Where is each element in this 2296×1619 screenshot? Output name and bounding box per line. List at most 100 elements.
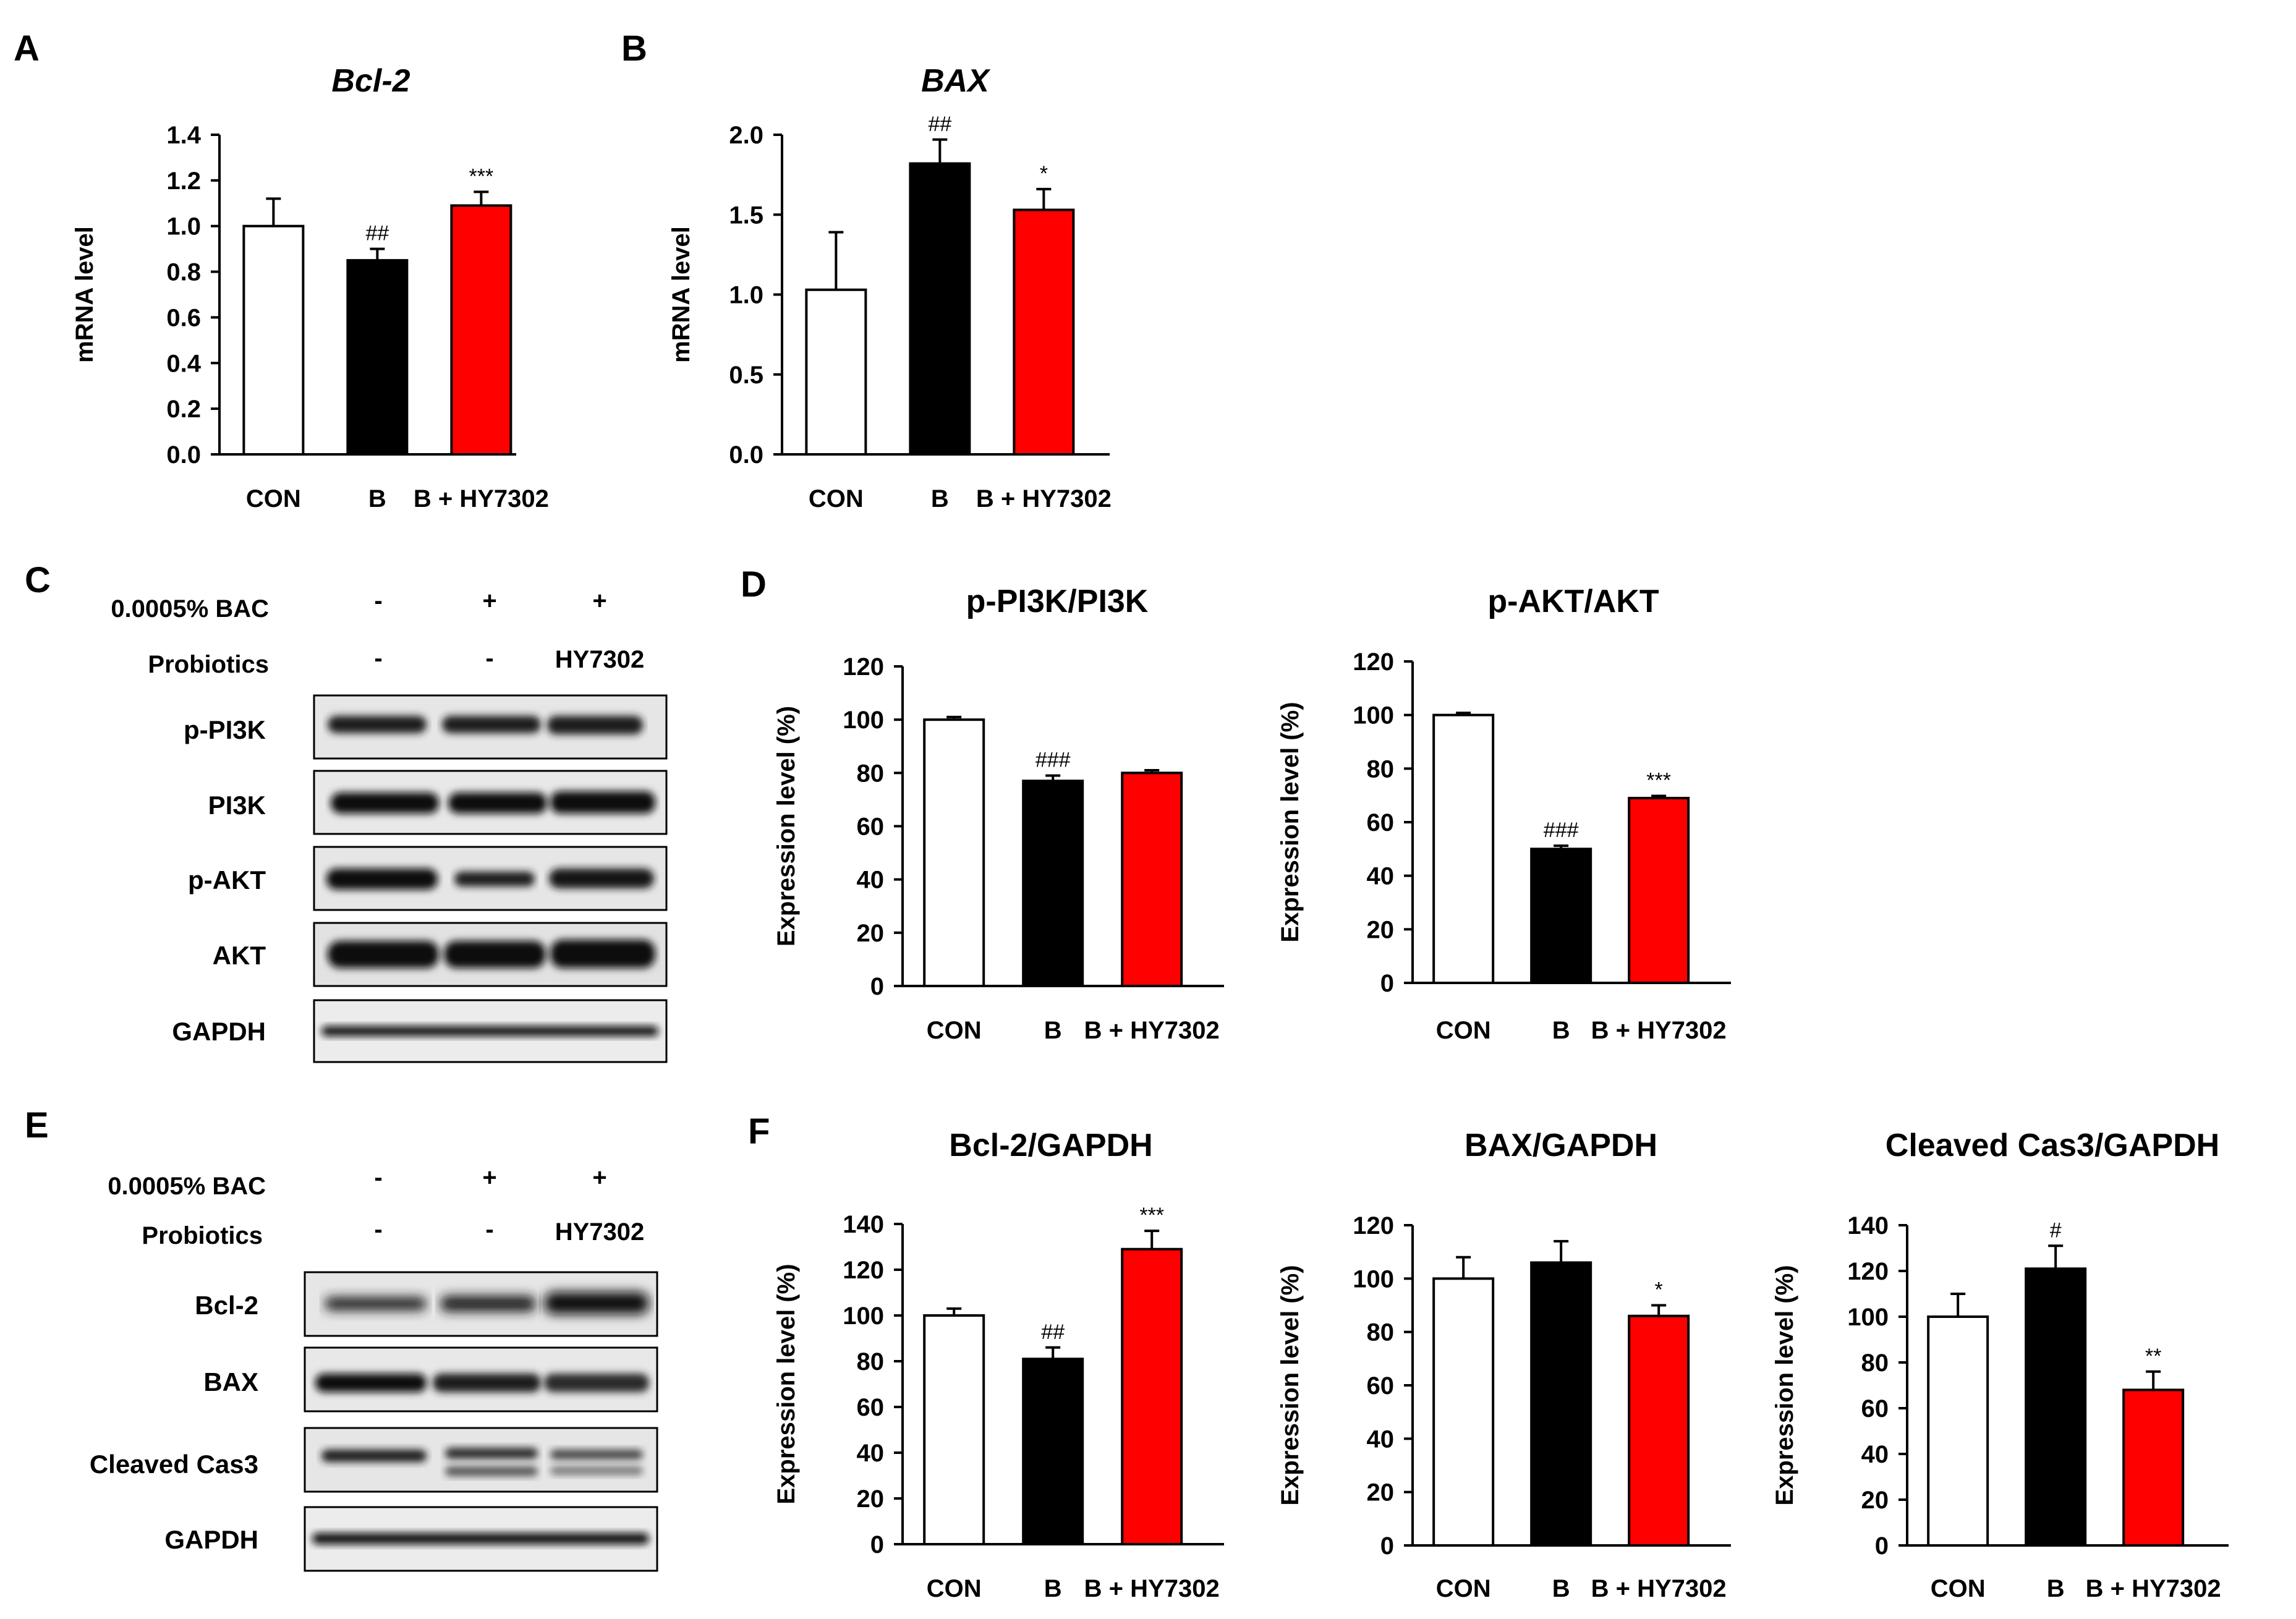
y-tick-label: 80 [1367,755,1395,783]
blot-band [454,872,535,886]
blot-e-probiotics-label: Probiotics [142,1222,263,1249]
panel-letter-f: F [748,1111,770,1152]
y-tick-label: 60 [1367,809,1395,836]
blot-e-treatment-mark: + [482,1164,496,1191]
chart-cleaved-cas3-gapdh: Cleaved Cas3/GAPDH Expression level (%) 0 2… [1771,1128,2229,1602]
y-tick-label: 0.8 [166,259,201,286]
blot-band [547,716,643,734]
blot-c-probiotics-label: Probiotics [148,651,269,678]
y-axis-label: mRNA level [668,226,695,363]
bar [1628,1314,1690,1547]
y-tick-label: 0 [870,1531,884,1558]
blot-band [433,1374,541,1392]
x-tick-label: CON [927,1575,982,1602]
blot-c-treatment-mark: + [482,587,496,614]
x-tick-label: B [931,485,949,512]
y-tick-label: 0.5 [729,362,763,389]
blot-e-band-label: Cleaved Cas3 [90,1450,258,1479]
panel-letter-a: A [14,28,40,69]
y-tick-label: 1.4 [166,122,201,149]
chart-bax-mrna: BAX mRNA level 0.0 0.5 1.0 1.5 2.0 CON ## B * B + H… [668,63,1112,512]
blot-c-band-label: p-PI3K [184,715,266,744]
y-tick-label: 120 [1847,1258,1889,1285]
bar [450,204,512,456]
y-tick-label: 140 [1847,1212,1889,1239]
bar [2122,1388,2185,1547]
y-tick-label: 0 [870,973,884,1000]
bar [805,288,867,456]
y-axis-label: Expression level (%) [1277,1265,1304,1505]
significance-label: *** [1646,769,1671,793]
x-tick-label: B [1044,1575,1062,1602]
significance-label: ### [1035,749,1071,772]
x-tick-label: CON [1436,1017,1491,1044]
y-tick-label: 1.0 [729,282,763,309]
significance-label: * [1040,162,1048,185]
bar [1022,1358,1084,1546]
chart-title: Cleaved Cas3/GAPDH [1886,1128,2219,1163]
blot-c-band-label: AKT [213,941,266,970]
significance-label: ## [928,113,951,136]
blot-band [549,869,654,888]
y-tick-label: 0.0 [729,441,763,469]
blot-band [442,716,541,733]
blot-band [328,941,439,968]
x-tick-label: CON [1436,1575,1491,1602]
western-blot-c: 0.0005% BAC - + + Probiotics - - HY7302 … [111,587,668,1063]
blot-e-band-label: Bcl-2 [195,1291,258,1320]
x-tick-label: B + HY7302 [1591,1575,1727,1602]
bar [1121,771,1183,988]
blot-e-probiotics-mark: - [485,1216,493,1243]
bar [346,259,409,456]
y-tick-label: 20 [1367,916,1395,943]
blot-c-probiotics-mark: - [485,645,493,672]
chart-title: BAX/GAPDH [1465,1128,1657,1163]
significance-label: # [2050,1218,2062,1242]
significance-label: ** [2145,1345,2161,1368]
y-tick-label: 40 [857,867,885,894]
y-tick-label: 60 [857,1394,885,1421]
y-tick-label: 20 [1367,1479,1395,1506]
y-tick-label: 40 [1861,1441,1889,1468]
blot-e-treatment-mark: - [374,1164,382,1191]
bar [923,1314,985,1545]
blot-e-probiotics-mark: HY7302 [555,1218,645,1246]
y-tick-label: 40 [1367,863,1395,890]
x-tick-label: B [2047,1575,2065,1602]
x-tick-label: CON [809,485,864,512]
x-tick-label: CON [1931,1575,1986,1602]
x-tick-label: B [1552,1017,1570,1044]
x-tick-label: B [1552,1575,1570,1602]
significance-label: *** [469,164,494,188]
y-tick-label: 40 [857,1440,885,1467]
y-tick-label: 80 [1861,1349,1889,1377]
blot-e-band-label: BAX [203,1367,258,1396]
chart-bax-gapdh: BAX/GAPDH Expression level (%) 0 20 40 60 80 10… [1277,1128,1731,1602]
y-tick-label: 60 [857,814,885,841]
y-axis-label: mRNA level [71,226,98,363]
significance-label: ## [1041,1320,1065,1344]
y-tick-label: 120 [843,653,884,681]
bar [1013,208,1075,456]
y-axis-label: Expression level (%) [1277,702,1304,942]
blot-e-probiotics-mark: - [374,1216,382,1243]
blot-e-treatment-label: 0.0005% BAC [108,1173,266,1200]
bar [1628,797,1690,984]
bar [2025,1267,2087,1547]
blot-c-probiotics-mark: - [374,645,382,672]
blot-band [550,940,655,968]
blot-band [550,1450,643,1460]
blot-band [550,791,655,814]
chart-title: Bcl-2 [331,63,410,99]
y-tick-label: 120 [1353,648,1394,676]
x-tick-label: B + HY7302 [2086,1575,2221,1602]
x-tick-label: CON [927,1017,982,1044]
blot-c-treatment-mark: - [374,587,382,614]
bar [242,224,305,456]
blot-band [550,1466,643,1475]
significance-label: ## [365,222,389,245]
blot-e-band-label: GAPDH [164,1525,258,1554]
y-tick-label: 100 [1847,1304,1889,1331]
y-axis-label: Expression level (%) [773,706,800,946]
chart-title: p-PI3K/PI3K [966,584,1149,619]
